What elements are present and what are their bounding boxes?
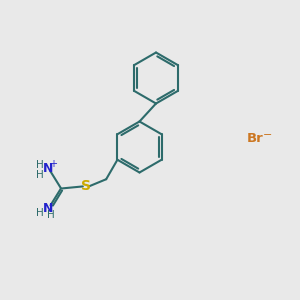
Text: −: − <box>263 130 272 140</box>
Text: +: + <box>50 159 58 169</box>
Text: H: H <box>36 170 43 180</box>
Text: N: N <box>43 202 53 215</box>
Text: H: H <box>36 160 43 170</box>
Text: S: S <box>81 179 92 194</box>
Text: H: H <box>47 210 55 220</box>
Text: H: H <box>36 208 43 218</box>
Text: N: N <box>43 162 53 175</box>
Text: Br: Br <box>247 131 263 145</box>
